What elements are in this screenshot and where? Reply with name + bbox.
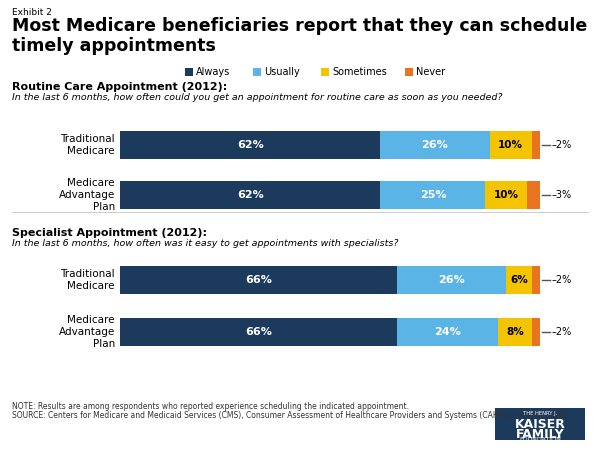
Text: Usually: Usually [264,67,300,77]
Bar [397,266,506,294]
Text: 66%: 66% [245,327,272,337]
Bar [532,318,540,346]
Text: Traditional
Medicare: Traditional Medicare [61,269,115,291]
Bar [490,131,532,159]
Text: Medicare
Advantage
Plan: Medicare Advantage Plan [59,178,115,212]
Text: 10%: 10% [494,190,519,200]
Text: –2%: –2% [552,140,572,150]
Text: 10%: 10% [498,140,523,150]
Text: –2%: –2% [552,327,572,337]
Text: FAMILY: FAMILY [515,428,565,441]
Bar [120,318,397,346]
Text: Specialist Appointment (2012):: Specialist Appointment (2012): [12,228,207,238]
Bar [380,131,490,159]
Bar [405,68,413,76]
Text: –3%: –3% [552,190,572,200]
Text: Traditional
Medicare: Traditional Medicare [61,134,115,156]
Bar [120,131,380,159]
Text: 25%: 25% [419,190,446,200]
Bar [185,68,193,76]
Bar [321,68,329,76]
Text: In the last 6 months, how often could you get an appointment for routine care as: In the last 6 months, how often could yo… [12,93,502,102]
Bar [253,68,261,76]
Bar [527,181,540,209]
Bar [120,266,397,294]
Text: 24%: 24% [434,327,461,337]
Bar [397,318,498,346]
Text: 66%: 66% [245,275,272,285]
Bar [380,181,485,209]
Text: NOTE: Results are among respondents who reported experience scheduling the indic: NOTE: Results are among respondents who … [12,402,409,411]
Text: SOURCE: Centers for Medicare and Medicaid Services (CMS), Consumer Assessment of: SOURCE: Centers for Medicare and Medicai… [12,411,569,420]
Text: Exhibit 2: Exhibit 2 [12,8,52,17]
Bar [495,408,585,440]
Text: THE HENRY J.: THE HENRY J. [523,411,557,416]
Text: –2%: –2% [552,275,572,285]
Text: Never: Never [416,67,445,77]
Bar [506,266,532,294]
Bar [120,181,380,209]
Bar [532,131,540,159]
Text: KAISER: KAISER [515,418,565,431]
Text: Sometimes: Sometimes [332,67,387,77]
Text: 26%: 26% [422,140,448,150]
Text: Most Medicare beneficiaries report that they can schedule
timely appointments: Most Medicare beneficiaries report that … [12,17,587,55]
Text: 6%: 6% [510,275,528,285]
Text: 8%: 8% [506,327,524,337]
Text: In the last 6 months, how often was it easy to get appointments with specialists: In the last 6 months, how often was it e… [12,239,398,248]
Text: 62%: 62% [237,140,263,150]
Bar [485,181,527,209]
Text: Routine Care Appointment (2012):: Routine Care Appointment (2012): [12,82,227,92]
Text: FOUNDATION: FOUNDATION [519,437,561,442]
Text: 26%: 26% [439,275,465,285]
Text: 62%: 62% [237,190,263,200]
Text: Medicare
Advantage
Plan: Medicare Advantage Plan [59,315,115,349]
Bar [498,318,532,346]
Bar [532,266,540,294]
Text: Always: Always [196,67,230,77]
